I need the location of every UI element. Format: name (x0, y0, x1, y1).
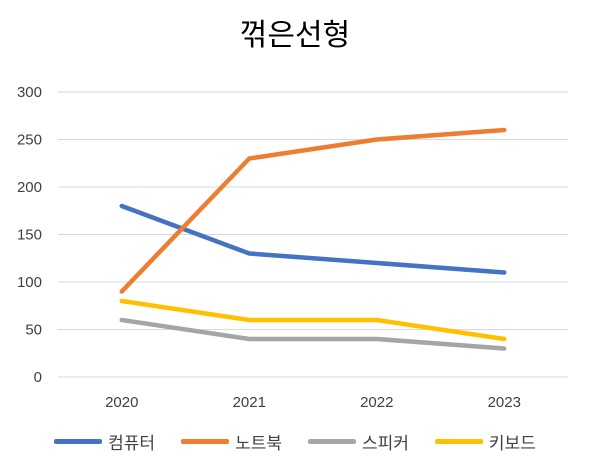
legend-swatch (308, 438, 356, 444)
y-axis-ticks: 0 50 100 150 200 250 300 (17, 84, 42, 386)
legend: 컴퓨터 노트북 스피커 키보드 (0, 426, 590, 456)
legend-item: 스피커 (308, 429, 409, 454)
series-lines (119, 127, 507, 351)
y-tick-label: 100 (17, 274, 42, 291)
chart-title: 꺾은선형 (239, 18, 351, 53)
legend-item: 키보드 (434, 429, 536, 454)
y-tick-label: 300 (17, 84, 42, 101)
y-tick-label: 150 (17, 227, 42, 244)
legend-swatch (181, 438, 230, 444)
series-line-2 (119, 317, 507, 351)
x-tick-label: 2020 (105, 394, 138, 411)
legend-item: 컴퓨터 (54, 429, 155, 454)
gridlines (58, 91, 568, 378)
legend-item: 노트북 (181, 429, 282, 454)
y-tick-label: 0 (34, 369, 42, 386)
series-line-3 (119, 298, 507, 342)
legend-label: 노트북 (235, 433, 282, 454)
legend-label: 키보드 (488, 433, 536, 454)
legend-swatch (54, 438, 103, 444)
x-tick-label: 2022 (360, 394, 393, 411)
y-tick-label: 50 (25, 322, 42, 339)
y-tick-label: 200 (17, 179, 42, 196)
x-tick-label: 2021 (233, 394, 266, 411)
x-axis-ticks: 2020 2021 2022 2023 (105, 394, 521, 411)
x-tick-label: 2023 (488, 394, 521, 411)
legend-label: 스피커 (362, 433, 409, 454)
legend-label: 컴퓨터 (108, 433, 156, 454)
series-line-1 (119, 127, 507, 294)
series-line-0 (119, 203, 507, 275)
y-tick-label: 250 (17, 132, 42, 149)
legend-swatch (434, 438, 483, 444)
